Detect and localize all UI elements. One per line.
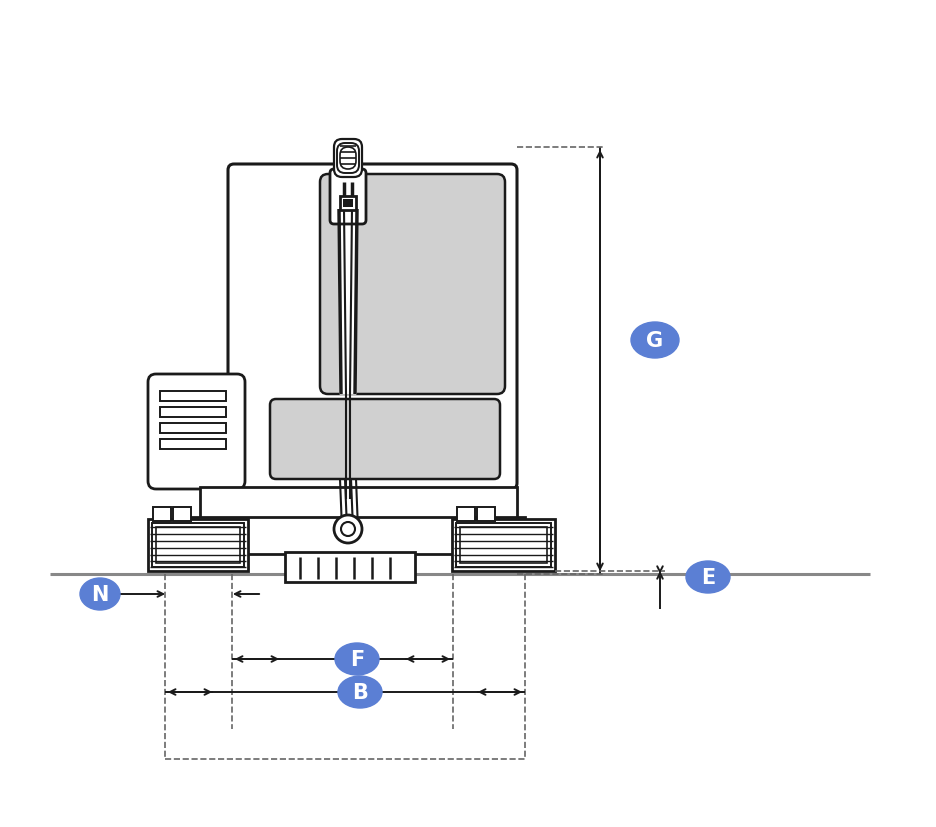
Text: F: F xyxy=(349,649,364,669)
Bar xyxy=(155,528,240,563)
Bar xyxy=(173,508,191,521)
FancyBboxPatch shape xyxy=(227,165,517,490)
Bar xyxy=(457,508,475,521)
Bar xyxy=(152,523,243,567)
Polygon shape xyxy=(338,210,358,394)
Bar xyxy=(343,200,353,208)
FancyBboxPatch shape xyxy=(320,174,505,394)
Bar xyxy=(456,523,550,567)
Bar xyxy=(160,391,226,402)
Text: B: B xyxy=(352,682,368,702)
Bar xyxy=(340,197,356,211)
Text: E: E xyxy=(700,567,714,587)
FancyBboxPatch shape xyxy=(270,399,500,480)
Ellipse shape xyxy=(338,676,382,708)
Bar xyxy=(160,423,226,433)
Circle shape xyxy=(341,523,355,537)
Bar xyxy=(148,519,248,571)
FancyBboxPatch shape xyxy=(329,170,366,225)
FancyBboxPatch shape xyxy=(337,144,358,174)
Text: G: G xyxy=(646,331,663,351)
Bar xyxy=(451,519,554,571)
Ellipse shape xyxy=(630,323,679,359)
Bar xyxy=(460,528,547,563)
Ellipse shape xyxy=(80,578,120,610)
Bar xyxy=(153,508,170,521)
Bar xyxy=(285,552,415,582)
Ellipse shape xyxy=(685,562,729,593)
FancyBboxPatch shape xyxy=(148,375,244,490)
Bar xyxy=(160,408,226,418)
Bar xyxy=(160,439,226,449)
Bar xyxy=(175,518,524,554)
FancyBboxPatch shape xyxy=(333,140,361,178)
Text: N: N xyxy=(91,585,109,605)
Bar xyxy=(199,487,517,519)
Ellipse shape xyxy=(335,643,378,675)
Bar xyxy=(476,508,494,521)
FancyBboxPatch shape xyxy=(340,148,356,170)
Circle shape xyxy=(333,515,361,543)
